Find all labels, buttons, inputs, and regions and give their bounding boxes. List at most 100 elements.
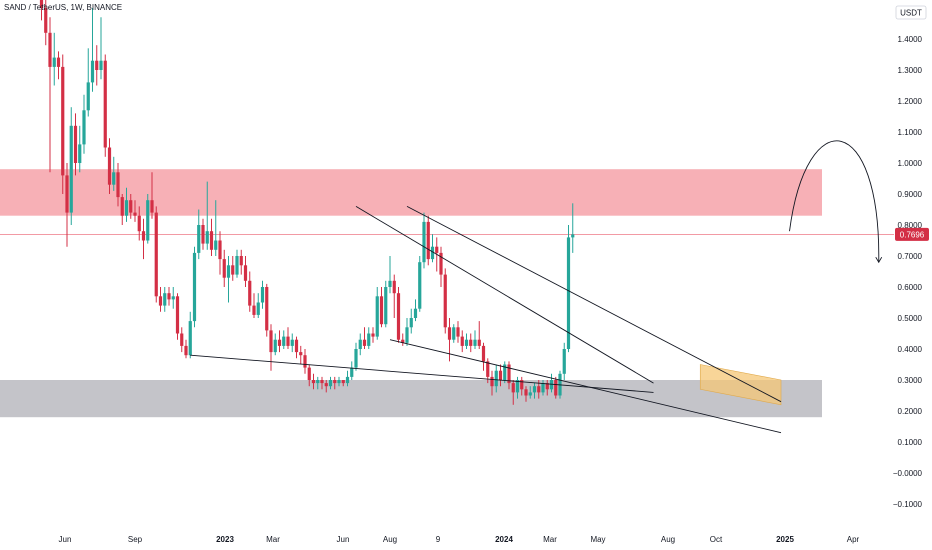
price-tick-label: 1.3000: [898, 66, 923, 75]
candle-bearish: [158, 296, 163, 306]
candle-bullish: [214, 240, 218, 250]
candle-bearish: [320, 380, 324, 384]
candle-bullish: [163, 293, 167, 306]
time-tick-label: May: [590, 535, 605, 544]
candle-bearish: [426, 221, 430, 260]
candle-bearish: [39, 0, 44, 8]
candle-bearish: [362, 339, 367, 346]
candle-bearish: [396, 293, 401, 340]
price-tick-label: 0.1000: [898, 438, 923, 447]
candle-bullish: [367, 333, 371, 346]
candle-bullish: [52, 57, 56, 67]
trendline: [355, 206, 654, 384]
candle-bullish: [82, 110, 86, 145]
candle-bearish: [231, 265, 235, 275]
candle-bullish: [171, 296, 175, 300]
candle-bearish: [222, 259, 226, 278]
candle-bearish: [545, 383, 549, 390]
candle-bullish: [418, 262, 422, 309]
candle-bullish: [422, 221, 426, 263]
candle-bullish: [473, 339, 477, 346]
candle-bullish: [146, 200, 150, 241]
candle-bearish: [524, 389, 528, 396]
candle-bearish: [303, 355, 307, 368]
price-tick-label: 0.5000: [898, 314, 923, 323]
time-tick-label: 2024: [495, 535, 513, 544]
resistance-zone: [0, 169, 822, 216]
candle-bullish: [90, 60, 95, 83]
candle-bearish: [265, 287, 269, 331]
candle-bearish: [439, 252, 443, 275]
candle-bullish: [354, 349, 358, 368]
candle-bullish: [358, 339, 362, 349]
candle-bullish: [562, 349, 566, 374]
candle-bearish: [286, 336, 290, 346]
candle-bearish: [129, 200, 133, 213]
candle-bearish: [520, 380, 524, 390]
time-tick-label: Jun: [337, 535, 350, 544]
candle-bullish: [413, 308, 418, 318]
last-price-label: 0.7696: [900, 230, 925, 239]
price-tick-label: 0.7000: [898, 252, 923, 261]
candle-bullish: [99, 60, 103, 70]
candle-bearish: [447, 327, 452, 340]
candle-bearish: [95, 60, 99, 70]
candle-bullish: [375, 296, 379, 337]
candle-bearish: [116, 172, 120, 198]
drawings-layer: [190, 140, 883, 434]
candle-bearish: [435, 246, 439, 253]
price-axis: 1.4000 1.3000 1.2000 1.1000 1.0000 0.9000 0.80…: [893, 5, 929, 509]
candle-bearish: [103, 60, 107, 148]
time-tick-label: Oct: [710, 535, 723, 544]
candle-bullish: [226, 265, 231, 278]
candle-bullish: [205, 231, 209, 244]
candle-bearish: [150, 200, 154, 213]
candle-bearish: [507, 364, 511, 384]
projection-arrow: [789, 140, 880, 263]
candle-bearish: [294, 339, 299, 353]
candlestick-series: [39, 0, 575, 405]
candle-bearish: [401, 339, 405, 343]
candle-bullish: [350, 367, 354, 377]
time-tick-label: Aug: [661, 535, 675, 544]
candle-bearish: [460, 336, 464, 346]
candle-bearish: [61, 66, 65, 176]
time-axis: Jun Sep 2023 Mar Jun Aug 9 2024 Mar May Aug Oct 2025…: [59, 535, 860, 544]
candle-bearish: [456, 327, 460, 337]
time-tick-label: 9: [436, 535, 441, 544]
candle-bullish: [188, 321, 192, 356]
candle-bearish: [248, 280, 252, 306]
candle-bearish: [243, 265, 248, 281]
candle-bullish: [388, 280, 392, 287]
candle-bearish: [56, 57, 61, 67]
candle-bearish: [201, 225, 205, 244]
currency-button[interactable]: [895, 5, 927, 20]
support-zone: [0, 380, 822, 418]
candle-bearish: [307, 367, 311, 380]
price-tick-label: 0.8000: [898, 221, 923, 230]
candle-bearish: [218, 240, 222, 260]
candle-bearish: [371, 333, 375, 337]
candle-bearish: [44, 8, 48, 33]
price-tick-label: 1.2000: [898, 97, 923, 106]
time-tick-label: Aug: [383, 535, 397, 544]
candle-bearish: [167, 293, 171, 300]
candle-bearish: [209, 231, 214, 250]
candle-bullish: [532, 386, 537, 393]
time-tick-label: Mar: [266, 535, 280, 544]
candle-bearish: [65, 175, 69, 213]
time-tick-label: 2025: [776, 535, 794, 544]
candle-bearish: [175, 296, 180, 334]
candle-bearish: [269, 330, 273, 353]
candle-bearish: [498, 370, 503, 380]
candle-bearish: [120, 197, 124, 216]
price-tick-label: 1.4000: [898, 35, 923, 44]
candle-bearish: [133, 212, 137, 216]
price-tick-label: 1.1000: [898, 128, 923, 137]
candle-bullish: [282, 336, 286, 346]
candle-bullish: [464, 339, 469, 346]
candle-bullish: [69, 125, 73, 213]
candle-bearish: [137, 215, 141, 232]
candle-bullish: [452, 327, 456, 340]
